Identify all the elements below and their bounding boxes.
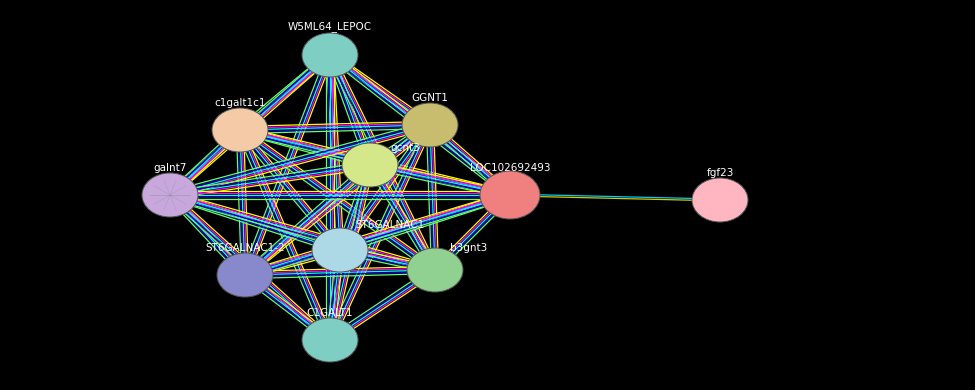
Ellipse shape (302, 33, 358, 77)
Text: galnt7: galnt7 (153, 163, 186, 173)
Ellipse shape (212, 108, 268, 152)
Ellipse shape (407, 248, 463, 292)
Text: ST6GALNAC1-2: ST6GALNAC1-2 (205, 243, 285, 253)
Text: ST6GALNAC1: ST6GALNAC1 (355, 220, 424, 230)
Ellipse shape (342, 143, 398, 187)
Text: gcnt3: gcnt3 (390, 143, 420, 153)
Ellipse shape (217, 253, 273, 297)
Ellipse shape (692, 178, 748, 222)
Text: C1GALT1: C1GALT1 (307, 308, 353, 318)
Ellipse shape (142, 173, 198, 217)
Ellipse shape (480, 171, 540, 219)
Text: b3gnt3: b3gnt3 (450, 243, 488, 253)
Ellipse shape (312, 228, 368, 272)
Text: GGNT1: GGNT1 (411, 93, 448, 103)
Text: c1galt1c1: c1galt1c1 (214, 98, 266, 108)
Ellipse shape (402, 103, 458, 147)
Ellipse shape (302, 318, 358, 362)
Text: LOC102692493: LOC102692493 (470, 163, 550, 173)
Text: W5ML64_LEPOC: W5ML64_LEPOC (288, 21, 372, 32)
Text: fgf23: fgf23 (706, 168, 733, 178)
